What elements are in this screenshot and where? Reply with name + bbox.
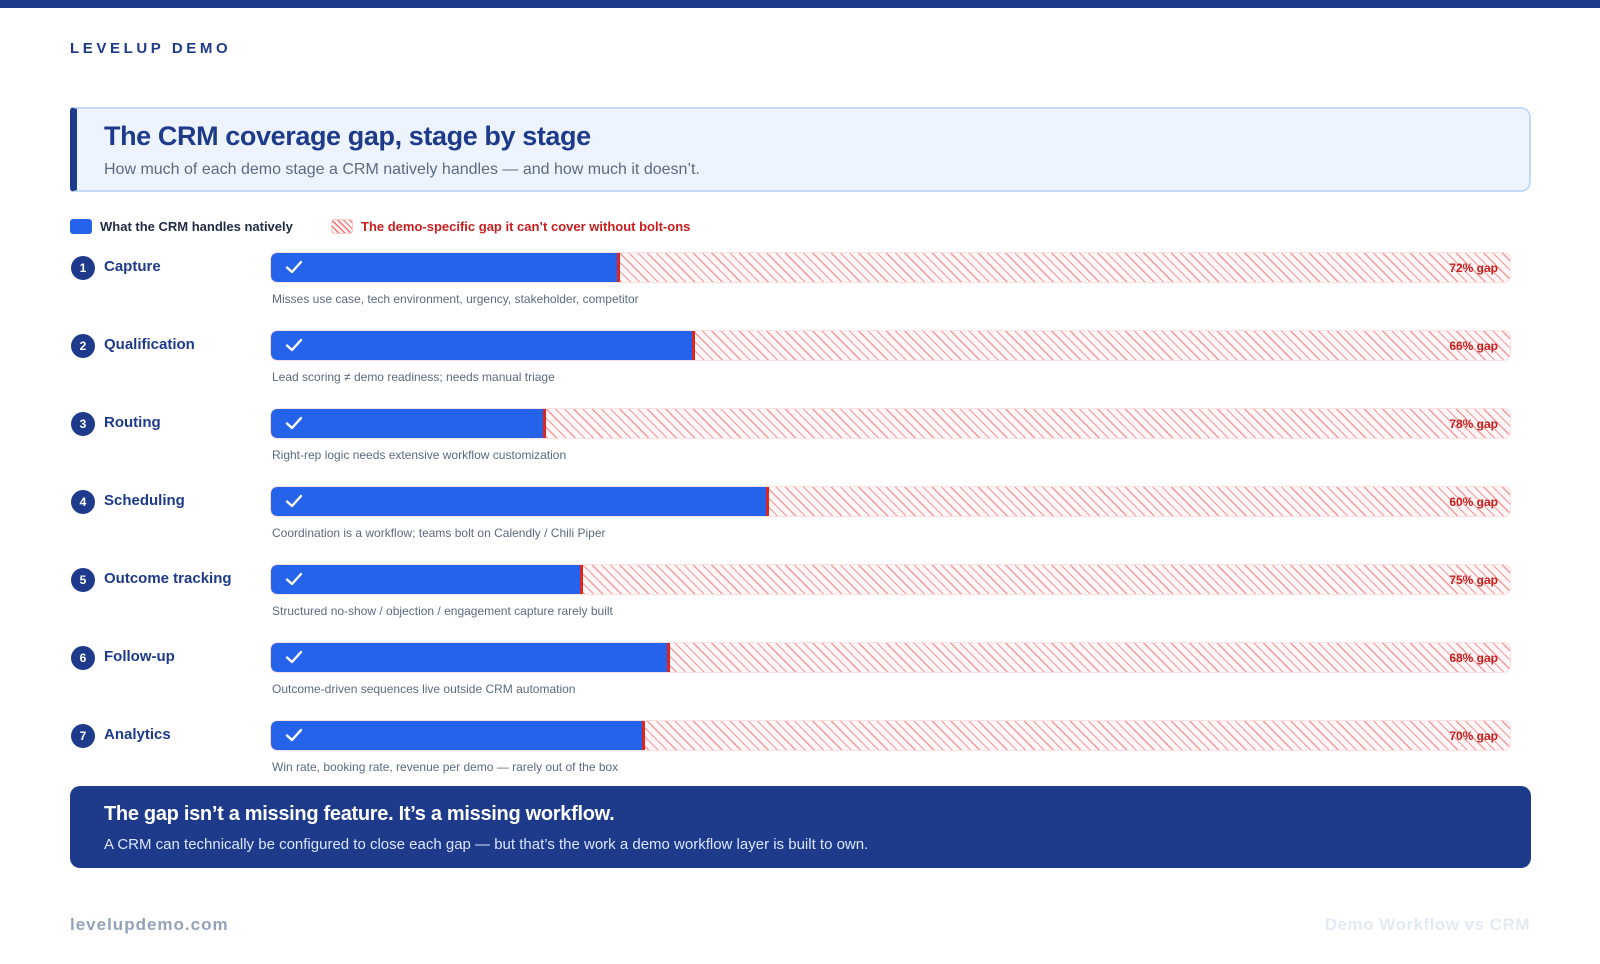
stage-number-badge: 4 xyxy=(71,490,95,514)
stage-gap-note: Win rate, booking rate, revenue per demo… xyxy=(272,760,619,774)
gap-percent-label: 78% gap xyxy=(1449,417,1498,431)
check-icon xyxy=(285,416,303,430)
gap-boundary-marker xyxy=(543,409,546,438)
gap-percent-label: 70% gap xyxy=(1449,729,1498,743)
stage-row-6: 6 Follow-up 68% gap Outcome-driven sequence… xyxy=(70,640,1515,718)
stage-gap-note: Outcome-driven sequences live outside CR… xyxy=(272,682,576,696)
gap-percent-label: 60% gap xyxy=(1449,495,1498,509)
gap-boundary-marker xyxy=(766,487,769,516)
gap-bar-segment: 75% gap xyxy=(270,564,1511,595)
native-bar-segment xyxy=(271,721,643,750)
legend-label-gap: The demo-specific gap it can’t cover wit… xyxy=(361,219,691,234)
stage-number-badge: 1 xyxy=(71,256,95,280)
header-card: The CRM coverage gap, stage by stage How… xyxy=(70,107,1531,192)
legend-swatch-native xyxy=(70,219,92,234)
gap-bar-segment: 68% gap xyxy=(270,642,1511,673)
gap-bar-segment: 70% gap xyxy=(270,720,1511,751)
stage-gap-note: Lead scoring ≠ demo readiness; needs man… xyxy=(272,370,555,384)
stage-number-badge: 2 xyxy=(71,334,95,358)
native-bar-segment xyxy=(271,253,618,282)
check-icon xyxy=(285,572,303,586)
gap-boundary-marker xyxy=(667,643,670,672)
stage-row-7: 7 Analytics 70% gap Win rate, booking rate,… xyxy=(70,718,1515,796)
stage-number-badge: 6 xyxy=(71,646,95,670)
stage-row-2: 2 Qualification 66% gap Lead scoring ≠ demo… xyxy=(70,328,1515,406)
gap-bar-segment: 78% gap xyxy=(270,408,1511,439)
stage-row-5: 5 Outcome tracking 75% gap Structured no-sh… xyxy=(70,562,1515,640)
gap-bar-segment: 72% gap xyxy=(270,252,1511,283)
chart-subtitle: How much of each demo stage a CRM native… xyxy=(104,161,700,178)
stage-gap-note: Right-rep logic needs extensive workflow… xyxy=(272,448,567,462)
stage-number-badge: 5 xyxy=(71,568,95,592)
stage-row-3: 3 Routing 78% gap Right-rep logic needs ext… xyxy=(70,406,1515,484)
brand-logo-text: LEVELUP DEMO xyxy=(70,40,232,57)
stage-number-badge: 3 xyxy=(71,412,95,436)
native-bar-segment xyxy=(271,331,693,360)
check-icon xyxy=(285,338,303,352)
stage-name-label: Scheduling xyxy=(104,492,185,509)
native-bar-segment xyxy=(271,565,581,594)
gap-bar-segment: 66% gap xyxy=(270,330,1511,361)
legend-label-native: What the CRM handles natively xyxy=(100,219,293,234)
chart-title: The CRM coverage gap, stage by stage xyxy=(104,121,591,151)
gap-bar-segment: 60% gap xyxy=(270,486,1511,517)
stage-name-label: Follow-up xyxy=(104,648,175,665)
gap-percent-label: 68% gap xyxy=(1449,651,1498,665)
stage-gap-note: Coordination is a workflow; teams bolt o… xyxy=(272,526,606,540)
callout-title: The gap isn’t a missing feature. It’s a … xyxy=(104,803,615,825)
callout-body: A CRM can technically be configured to c… xyxy=(104,836,869,853)
footer-site-link[interactable]: levelupdemo.com xyxy=(70,915,229,934)
takeaway-callout: The gap isn’t a missing feature. It’s a … xyxy=(70,786,1531,868)
stage-gap-note: Structured no-show / objection / engagem… xyxy=(272,604,613,618)
gap-percent-label: 66% gap xyxy=(1449,339,1498,353)
native-bar-segment xyxy=(271,409,544,438)
gap-boundary-marker xyxy=(617,253,620,282)
stage-name-label: Outcome tracking xyxy=(104,570,232,587)
gap-boundary-marker xyxy=(642,721,645,750)
stage-row-4: 4 Scheduling 60% gap Coordination is a work… xyxy=(70,484,1515,562)
gap-percent-label: 72% gap xyxy=(1449,261,1498,275)
gap-boundary-marker xyxy=(580,565,583,594)
stage-number-badge: 7 xyxy=(71,724,95,748)
check-icon xyxy=(285,650,303,664)
native-bar-segment xyxy=(271,643,668,672)
native-bar-segment xyxy=(271,487,767,516)
legend-swatch-gap xyxy=(331,219,353,234)
footer-section-label: Demo Workflow vs CRM xyxy=(1324,915,1530,934)
stage-name-label: Qualification xyxy=(104,336,195,353)
gap-percent-label: 75% gap xyxy=(1449,573,1498,587)
gap-boundary-marker xyxy=(692,331,695,360)
stage-name-label: Analytics xyxy=(104,726,171,743)
top-accent-strip xyxy=(0,0,1600,8)
stage-name-label: Capture xyxy=(104,258,161,275)
stage-name-label: Routing xyxy=(104,414,161,431)
check-icon xyxy=(285,494,303,508)
check-icon xyxy=(285,728,303,742)
stage-gap-note: Misses use case, tech environment, urgen… xyxy=(272,292,639,306)
stage-row-1: 1 Capture 72% gap Misses use case, tech env… xyxy=(70,250,1515,328)
check-icon xyxy=(285,260,303,274)
